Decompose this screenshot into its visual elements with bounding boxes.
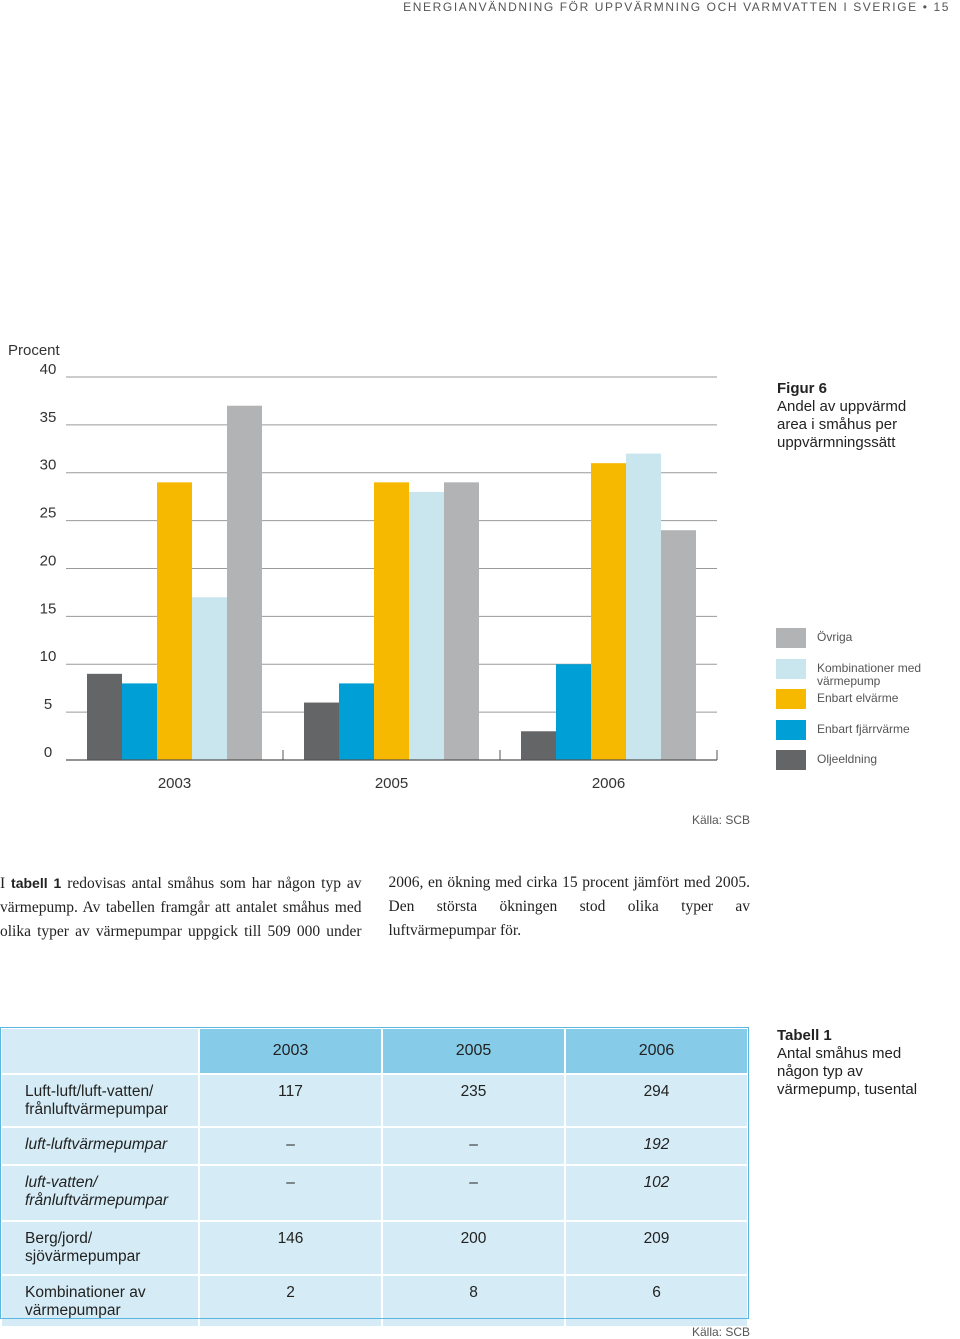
bar [374, 482, 409, 760]
y-tick-label: 25 [40, 505, 57, 522]
text: redovisas antal småhus som har någon typ… [0, 874, 750, 940]
cell: 117 [198, 1073, 383, 1128]
legend-swatch [776, 750, 806, 770]
cell: 235 [381, 1073, 566, 1128]
x-tick-label: 2005 [375, 775, 408, 792]
table-source: Källa: SCB [691, 1325, 750, 1339]
bar [304, 702, 339, 760]
row-label: Luft-luft/luft-vatten/ frånluftvärmepump… [0, 1073, 200, 1128]
row-label: Kombinationer av värmepumpar [0, 1274, 200, 1328]
y-tick-label: 15 [40, 600, 57, 617]
figure-caption: Figur 6 Andel av uppvärmd area i småhus … [777, 380, 927, 452]
table-caption: Tabell 1 Antal småhus med någon typ av v… [777, 1027, 927, 1099]
table: 2003 2005 2006 Luft-luft/luft-vatten/ fr… [0, 1027, 749, 1328]
cell: – [381, 1126, 566, 1166]
bar [122, 683, 157, 760]
cell: 146 [198, 1220, 383, 1276]
legend-swatch [776, 719, 806, 740]
legend-swatch [776, 658, 806, 679]
chart: Procent Källa: SCB 0 5 10 15 20 25 30 35 40 2003 2… [8, 342, 750, 827]
bar [192, 597, 227, 760]
y-tick-label: 40 [40, 361, 57, 378]
bar [227, 405, 262, 760]
column-header: 2005 [381, 1027, 566, 1075]
y-tick-label: 20 [40, 552, 57, 569]
cell: 102 [564, 1164, 749, 1222]
legend-label: Enbart fjärrvärme [817, 721, 910, 736]
cell: 209 [564, 1220, 749, 1276]
cell: 8 [381, 1274, 566, 1328]
table-title: Tabell 1 [777, 1027, 832, 1044]
chart-source: Källa: SCB [692, 813, 750, 827]
bar [626, 453, 661, 760]
cell: – [198, 1164, 383, 1222]
cell: 200 [381, 1220, 566, 1276]
cell: 6 [564, 1274, 749, 1328]
page-number: 15 [933, 0, 950, 14]
row-label: luft-vatten/ frånluftvärmepumpar [0, 1164, 200, 1222]
legend-label: Övriga [817, 630, 853, 644]
table-subtitle: Antal småhus med någon typ av värmepump,… [777, 1045, 918, 1098]
bar [444, 482, 479, 760]
bar [339, 683, 374, 760]
row-label: Berg/jord/ sjövärmepumpar [0, 1220, 200, 1276]
bar [591, 463, 626, 760]
legend-label: Oljeeldning [817, 752, 878, 766]
bar [661, 530, 696, 760]
table-ref: tabell 1 [11, 875, 62, 891]
y-tick-label: 35 [40, 409, 57, 426]
running-header: ENERGIANVÄNDNING FÖR UPPVÄRMNING OCH VAR… [403, 0, 950, 14]
text: I [0, 875, 12, 892]
chart-title: Figur 6 [777, 380, 828, 397]
legend-label: Enbart elvärme [817, 691, 899, 705]
x-tick-label: 2006 [592, 775, 625, 792]
column-header: 2003 [198, 1027, 383, 1075]
y-tick-label: 5 [44, 696, 52, 713]
y-tick-label: 0 [44, 744, 52, 761]
x-tick-label: 2003 [158, 775, 191, 792]
bar [157, 482, 192, 760]
y-tick-label: 10 [40, 648, 57, 665]
row-label: luft-luftvärmepumpar [0, 1126, 200, 1166]
cell: 192 [564, 1126, 749, 1166]
legend-swatch [776, 689, 806, 709]
bar [521, 731, 556, 760]
y-tick-label: 30 [40, 457, 57, 474]
cell: 294 [564, 1073, 749, 1128]
header-title: ENERGIANVÄNDNING FÖR UPPVÄRMNING OCH VAR… [403, 0, 918, 14]
cell: – [198, 1126, 383, 1166]
body-text: I tabell 1 redovisas antal småhus som ha… [0, 871, 750, 944]
bar [87, 673, 122, 760]
legend-label: Kombinationer med värmepump [817, 660, 922, 688]
y-axis-label: Procent [8, 342, 61, 359]
bar [409, 491, 444, 760]
bar [556, 664, 591, 760]
chart-subtitle: Andel av uppvärmd area i småhus per uppv… [777, 398, 907, 451]
cell: – [381, 1164, 566, 1222]
column-header: 2006 [564, 1027, 749, 1075]
cell: 2 [198, 1274, 383, 1328]
legend-swatch [776, 628, 806, 648]
